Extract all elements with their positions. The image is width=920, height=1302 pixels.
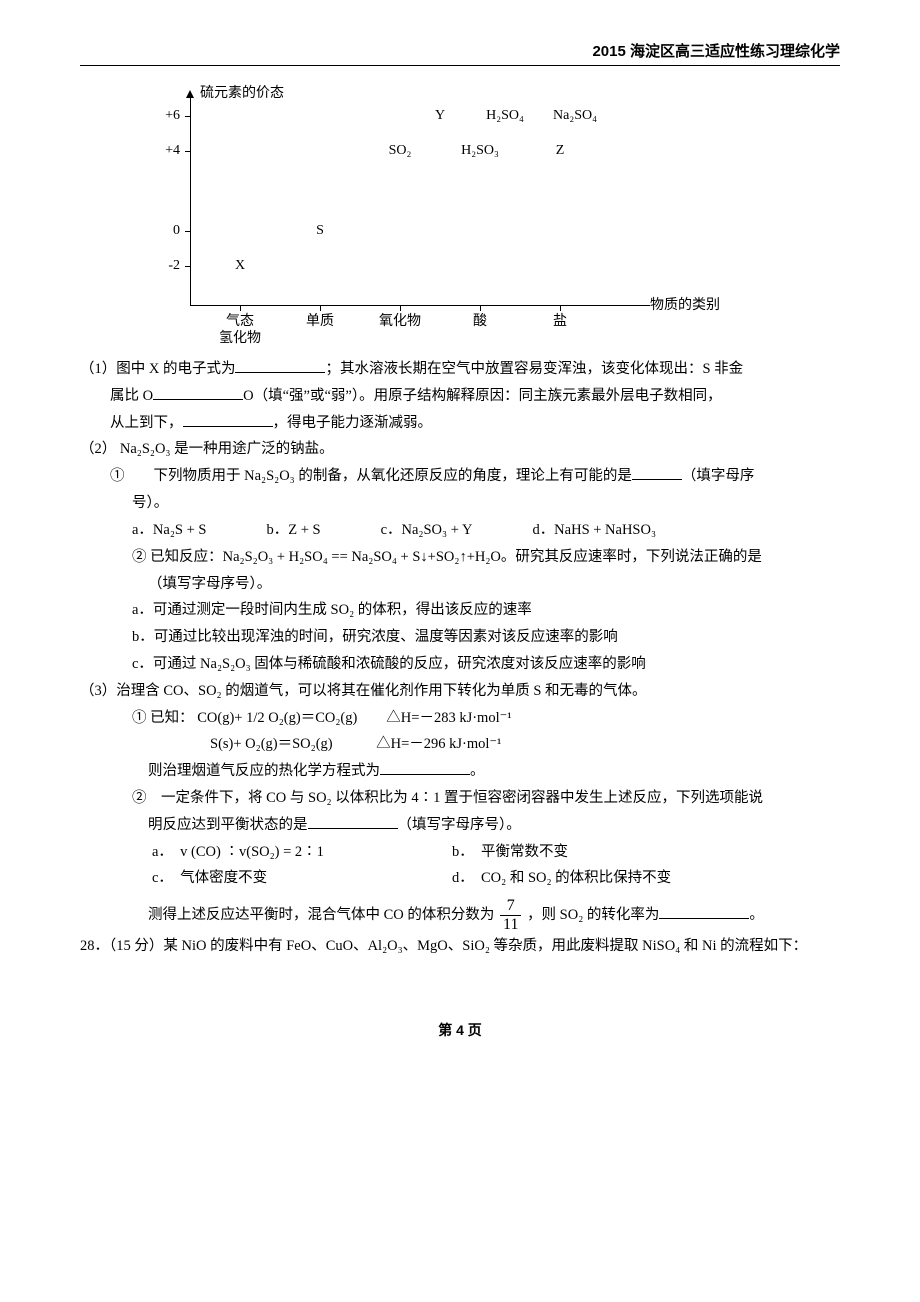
opt-d: d． CO₂ 和 SO₂ 的体积比保持不变 <box>452 865 671 892</box>
opt-b: b． 平衡常数不变 <box>452 839 568 866</box>
opt-c: c．Na₂SO₃ + Y <box>381 517 473 544</box>
chart-point-Z: Z <box>556 143 565 159</box>
q2-2: ② 已知反应：Na₂S₂O₃ + H₂SO₄ == Na₂SO₄ + S↓+SO… <box>80 544 840 571</box>
y-tick-label: -2 <box>140 258 180 274</box>
chart-point-H2SO3: H₂SO₃ <box>461 143 499 159</box>
q1-line2: 属比 OO（填“强”或“弱”）。用原子结构解释原因：同主族元素最外层电子数相同， <box>80 383 840 410</box>
q2-2-tail: （填写字母序号）。 <box>80 571 840 598</box>
chart-point-SO2: SO₂ <box>389 143 412 159</box>
x-tick-label: 气态 <box>226 314 254 329</box>
q3-2-l1: ② 一定条件下，将 CO 与 SO₂ 以体积比为 4∶1 置于恒容密闭容器中发生… <box>80 785 840 812</box>
x-tick-label-2: 氢化物 <box>219 331 261 346</box>
opt-a: a． v (CO) ∶v(SO₂) = 2∶1 <box>152 839 452 866</box>
q2-1-tail: 号）。 <box>80 490 840 517</box>
q2-1: ① 下列物质用于 Na₂S₂O₃ 的制备，从氧化还原反应的角度，理论上有可能的是… <box>80 463 840 490</box>
q3-1-l1: ① 已知： CO(g)+ 1/2 O₂(g)＝CO₂(g) △H=－283 kJ… <box>80 705 840 732</box>
y-tick-label: +6 <box>140 108 180 124</box>
chart-point-Na2SO4: Na₂SO₄ <box>553 108 597 124</box>
x-tick-label: 盐 <box>553 314 567 331</box>
chart-point-Y: Y <box>435 108 445 124</box>
q3-2-l2: 明反应达到平衡状态的是（填写字母序号）。 <box>80 812 840 839</box>
q3-1-l3: 则治理烟道气反应的热化学方程式为。 <box>80 758 840 785</box>
valence-category-chart: 硫元素的价态 +6 +4 0 -2 气态 氢化物 单质 <box>130 76 840 336</box>
chart-point-X: X <box>235 258 245 274</box>
x-tick-label: 单质 <box>306 314 334 331</box>
page-header: 2015 海淀区高三适应性练习理综化学 <box>80 40 840 66</box>
y-axis-title: 硫元素的价态 <box>200 82 284 102</box>
q2-2c: c．可通过 Na₂S₂O₃ 固体与稀硫酸和浓硫酸的反应，研究浓度对该反应速率的影… <box>80 651 840 678</box>
q3-head: （3）治理含 CO、SO₂ 的烟道气，可以将其在催化剂作用下转化为单质 S 和无… <box>80 678 840 705</box>
q3-2-opts-row1: a． v (CO) ∶v(SO₂) = 2∶1 b． 平衡常数不变 <box>80 839 840 866</box>
chart-point-S: S <box>316 223 324 239</box>
x-axis-title: 物质的类别 <box>650 294 720 314</box>
q3-1-l2: S(s)+ O₂(g)＝SO₂(g) △H=－296 kJ·mol⁻¹ <box>80 731 840 758</box>
y-tick-label: 0 <box>140 223 180 239</box>
x-tick-label: 氧化物 <box>379 314 421 331</box>
q28: 28．（15 分）某 NiO 的废料中有 FeO、CuO、Al₂O₃、MgO、S… <box>80 933 840 960</box>
fraction-7-11: 7 11 <box>500 898 521 933</box>
q2-2b: b．可通过比较出现浑浊的时间，研究浓度、温度等因素对该反应速率的影响 <box>80 624 840 651</box>
chart-point-H2SO4: H₂SO₄ <box>486 108 524 124</box>
q3-2-last: 测得上述反应达平衡时，混合气体中 CO 的体积分数为 7 11 ，则 SO₂ 的… <box>80 898 840 933</box>
opt-c: c． 气体密度不变 <box>152 865 452 892</box>
x-tick-label: 酸 <box>473 314 487 331</box>
q2-2a: a．可通过测定一段时间内生成 SO₂ 的体积，得出该反应的速率 <box>80 597 840 624</box>
q3-2-opts-row2: c． 气体密度不变 d． CO₂ 和 SO₂ 的体积比保持不变 <box>80 865 840 892</box>
q2-1-options: a．Na₂S + S b．Z + S c．Na₂SO₃ + Y d．NaHS +… <box>80 517 840 544</box>
opt-a: a．Na₂S + S <box>132 517 206 544</box>
opt-d: d．NaHS + NaHSO₃ <box>532 517 656 544</box>
opt-b: b．Z + S <box>266 517 320 544</box>
q2-head: （2） Na₂S₂O₃ 是一种用途广泛的钠盐。 <box>80 436 840 463</box>
y-tick-label: +4 <box>140 143 180 159</box>
page-number: 第 4 页 <box>80 1020 840 1040</box>
q1-line1: （1）图中 X 的电子式为；其水溶液长期在空气中放置容易变浑浊，该变化体现出：S… <box>80 356 840 383</box>
q1-line3: 从上到下，，得电子能力逐渐减弱。 <box>80 410 840 437</box>
